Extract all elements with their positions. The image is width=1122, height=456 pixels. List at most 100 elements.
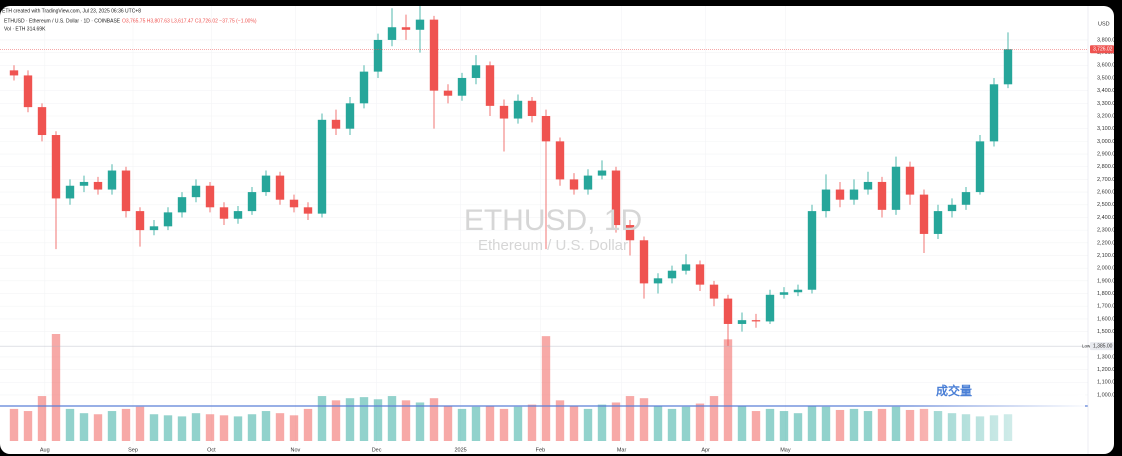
volume-bar <box>625 396 635 441</box>
blur-overlay <box>905 384 1085 448</box>
candle-body <box>555 141 565 180</box>
chart-frame: 1,000.00 1,100.00 1,200.00 1,300.00 1,500.00… <box>0 6 1114 454</box>
volume-bar <box>611 402 621 441</box>
y-tick-label: 1,500.00 <box>1097 329 1114 335</box>
x-tick-label: Aug <box>40 447 50 453</box>
candle-body <box>177 197 187 213</box>
last-price-label: 3,726.02 <box>1093 47 1113 53</box>
volume-bar <box>541 336 551 441</box>
volume-bar <box>415 402 425 441</box>
volume-bar <box>653 405 663 441</box>
volume-bar <box>345 398 355 441</box>
candle-body <box>989 84 999 142</box>
x-tick-label: May <box>780 447 791 453</box>
candle-body <box>751 320 761 322</box>
volume-bar <box>667 408 677 441</box>
volume-bar <box>443 405 453 441</box>
y-tick-label: 2,600.00 <box>1097 190 1114 196</box>
candle-body <box>961 192 971 205</box>
candle-body <box>499 105 509 119</box>
volume-bar <box>93 414 103 441</box>
candle-body <box>667 270 677 279</box>
volume-bar <box>107 411 117 441</box>
candle-body <box>947 204 957 212</box>
chart: 1,000.00 1,100.00 1,200.00 1,300.00 1,500.00… <box>0 6 1114 454</box>
candle-body <box>485 65 495 106</box>
y-tick-label: 1,200.00 <box>1097 367 1114 373</box>
candle-body <box>443 90 453 96</box>
candle-body <box>93 181 103 190</box>
candle-body <box>135 211 145 231</box>
volume-bar <box>807 405 817 441</box>
candle-body <box>975 141 985 193</box>
y-tick-label: 3,400.00 <box>1097 88 1114 94</box>
candle-body <box>37 107 47 136</box>
x-tick-label: Feb <box>536 447 545 453</box>
x-tick-label: Sep <box>128 447 138 453</box>
x-tick-label: Oct <box>207 447 216 453</box>
candle-body <box>611 170 621 226</box>
volume-bar <box>499 408 509 441</box>
volume-bar <box>765 408 775 441</box>
low-box <box>1090 342 1114 351</box>
y-tick-label: 2,200.00 <box>1097 240 1114 246</box>
volume-bar <box>597 404 607 441</box>
volume-bar <box>821 406 831 441</box>
candle-body <box>891 166 901 210</box>
candle-body <box>471 65 481 78</box>
volume-bar <box>23 411 33 441</box>
x-tick-label: 2025 <box>454 447 466 453</box>
y-tick-label: 1,100.00 <box>1097 380 1114 386</box>
candle-body <box>289 199 299 208</box>
volume-bar <box>65 408 75 441</box>
candle-body <box>261 175 271 193</box>
volume-bar <box>233 416 243 441</box>
y-tick-label: 2,900.00 <box>1097 151 1114 157</box>
candle-body <box>821 189 831 212</box>
y-tick-label: 3,500.00 <box>1097 75 1114 81</box>
volume-bar <box>555 400 565 441</box>
candle-body <box>765 294 775 322</box>
volume-bar <box>163 415 173 441</box>
y-tick-label: 3,000.00 <box>1097 139 1114 145</box>
low-value-label: 1,385.00 <box>1093 343 1113 349</box>
volume-bar <box>37 396 47 441</box>
candle-body <box>331 119 341 129</box>
volume-bar <box>331 400 341 441</box>
candle-body <box>233 211 243 219</box>
y-tick-label: 1,300.00 <box>1097 354 1114 360</box>
volume-bar <box>247 414 257 441</box>
volume-bar <box>219 415 229 441</box>
y-tick-label: 3,600.00 <box>1097 63 1114 69</box>
volume-bar <box>737 405 747 441</box>
volume-bar <box>51 334 61 441</box>
volume-bar <box>205 414 215 441</box>
watermark: ETHUSD, 1D <box>464 204 642 237</box>
candle-body <box>709 284 719 299</box>
x-tick-label: Mar <box>617 447 627 453</box>
volume-bar <box>471 406 481 441</box>
candle-body <box>695 264 705 285</box>
volume-bar <box>387 396 397 441</box>
candle-body <box>583 175 593 190</box>
low-tag: Low <box>1082 343 1091 348</box>
candle-body <box>345 103 355 129</box>
x-tick-label: Apr <box>701 447 710 453</box>
y-tick-label: 2,700.00 <box>1097 177 1114 183</box>
y-tick-label: 2,000.00 <box>1097 266 1114 272</box>
last-price-box <box>1090 45 1114 54</box>
candle-body <box>457 77 467 96</box>
candle-body <box>597 170 607 176</box>
volume-bar <box>681 406 691 441</box>
volume-bar <box>709 396 719 441</box>
y-tick-label: 2,800.00 <box>1097 164 1114 170</box>
candle-body <box>569 179 579 190</box>
y-tick-label: 1,700.00 <box>1097 304 1114 310</box>
volume-bar <box>317 396 327 441</box>
candle-body <box>541 116 551 142</box>
volume-bar <box>275 413 285 441</box>
volume-bar <box>779 411 789 441</box>
candle-body <box>191 185 201 198</box>
candle-body <box>275 175 285 200</box>
volume-bar <box>863 411 873 441</box>
